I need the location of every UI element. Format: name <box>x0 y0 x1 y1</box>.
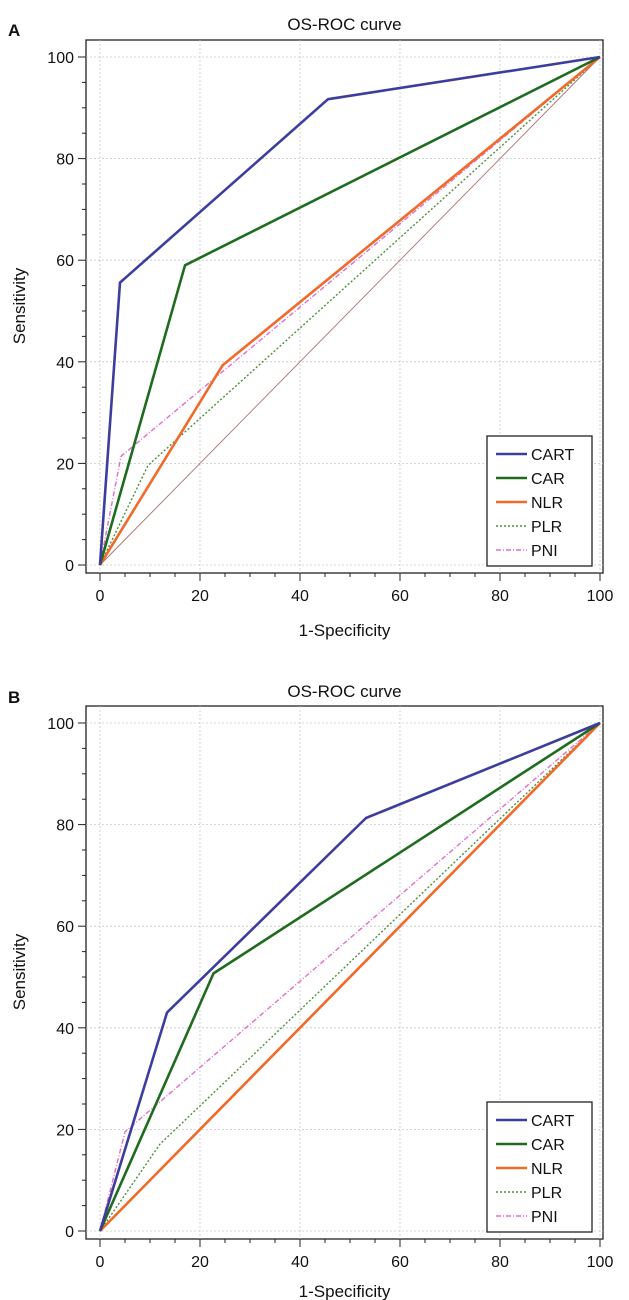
series-line-cart <box>98 55 601 566</box>
x-tick-label: 0 <box>96 1254 105 1271</box>
series-group <box>98 721 601 1232</box>
legend-label-car: CAR <box>531 1137 565 1154</box>
chart-title: OS-ROC curve <box>287 15 401 34</box>
x-tick-label: 60 <box>391 588 409 605</box>
x-axis-label: 1-Specificity <box>299 1282 391 1300</box>
legend: CART CAR NLR PLR PNI <box>486 435 593 567</box>
x-axis-label: 1-Specificity <box>299 621 391 640</box>
x-tick-label: 80 <box>491 588 509 605</box>
series-group <box>98 55 601 566</box>
x-tick-label: 20 <box>191 1254 209 1271</box>
series-line-nlr <box>98 55 601 566</box>
legend-label-cart: CART <box>531 1113 574 1130</box>
panel-letter: B <box>8 688 20 707</box>
series-line-car <box>98 721 601 1232</box>
grid <box>86 706 603 1239</box>
chart-title: OS-ROC curve <box>287 682 401 701</box>
roc-panel-a: A OS-ROC curve 0 20 40 60 80 100 0 20 40 60 80 100 1-S… <box>8 15 613 640</box>
x-tick-label: 80 <box>491 1254 509 1271</box>
legend-label-nlr: NLR <box>531 495 563 512</box>
legend: CART CAR NLR PLR PNI <box>486 1101 593 1233</box>
y-tick-label: 40 <box>56 1021 74 1038</box>
y-tick-label: 20 <box>56 1122 74 1139</box>
legend-label-pni: PNI <box>531 543 558 560</box>
roc-panel-b: B OS-ROC curve 0 20 40 60 80 100 0 20 40 60 80 100 1-S… <box>8 682 613 1300</box>
x-tick-label: 60 <box>391 1254 409 1271</box>
series-line-plr <box>99 722 601 1232</box>
series-line-pni <box>99 56 601 566</box>
y-tick-label: 0 <box>65 558 74 575</box>
legend-label-nlr: NLR <box>531 1161 563 1178</box>
x-tick-label: 40 <box>291 1254 309 1271</box>
y-tick-label: 100 <box>47 716 74 733</box>
reference-line <box>99 56 601 566</box>
y-tick-label: 60 <box>56 919 74 936</box>
y-tick-label: 40 <box>56 355 74 372</box>
grid <box>86 40 603 573</box>
legend-label-car: CAR <box>531 471 565 488</box>
legend-label-plr: PLR <box>531 1185 562 1202</box>
panel-letter: A <box>8 21 20 40</box>
x-tick-label: 20 <box>191 588 209 605</box>
y-axis-label: Sensitivity <box>10 933 29 1010</box>
y-tick-label: 80 <box>56 152 74 169</box>
x-tick-label: 0 <box>96 588 105 605</box>
series-line-nlr <box>99 722 601 1232</box>
y-tick-label: 100 <box>47 50 74 67</box>
legend-label-pni: PNI <box>531 1209 558 1226</box>
series-line-pni <box>99 722 601 1232</box>
legend-label-plr: PLR <box>531 519 562 536</box>
y-tick-label: 0 <box>65 1224 74 1241</box>
y-tick-label: 80 <box>56 818 74 835</box>
legend-label-cart: CART <box>531 447 574 464</box>
y-axis-label: Sensitivity <box>10 267 29 344</box>
x-tick-label: 100 <box>587 1254 614 1271</box>
y-tick-label: 60 <box>56 253 74 270</box>
series-line-car <box>98 55 601 566</box>
series-line-plr <box>99 56 601 566</box>
y-tick-label: 20 <box>56 456 74 473</box>
series-line-cart <box>98 721 601 1232</box>
x-tick-label: 40 <box>291 588 309 605</box>
x-tick-label: 100 <box>587 588 614 605</box>
